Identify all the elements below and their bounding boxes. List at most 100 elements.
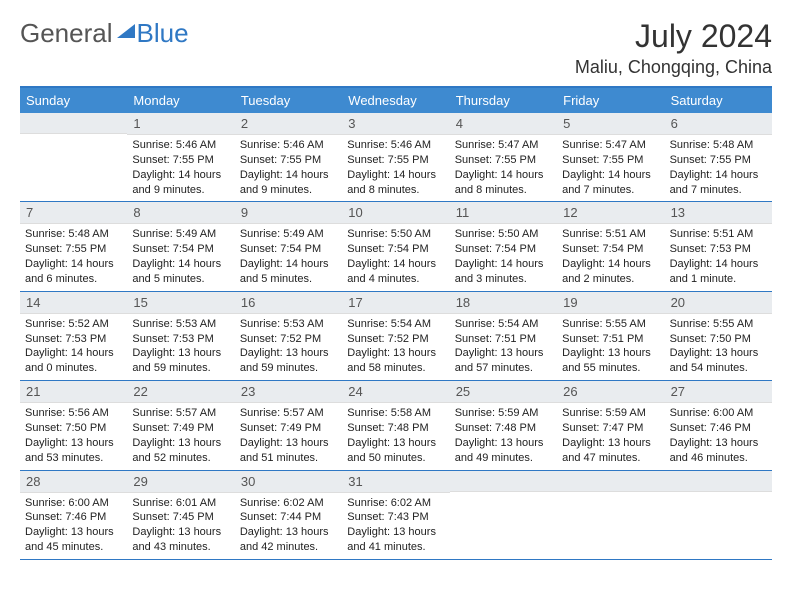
- daylight-text: Daylight: 13 hours and 52 minutes.: [132, 436, 229, 466]
- calendar-day-cell: 12Sunrise: 5:51 AMSunset: 7:54 PMDayligh…: [557, 202, 664, 290]
- sunset-text: Sunset: 7:53 PM: [25, 332, 122, 347]
- daylight-text: Daylight: 13 hours and 42 minutes.: [240, 525, 337, 555]
- sunset-text: Sunset: 7:50 PM: [25, 421, 122, 436]
- day-number: 27: [665, 381, 772, 403]
- calendar-week-row: 7Sunrise: 5:48 AMSunset: 7:55 PMDaylight…: [20, 202, 772, 291]
- day-number: 17: [342, 292, 449, 314]
- daylight-text: Daylight: 13 hours and 45 minutes.: [25, 525, 122, 555]
- sunrise-text: Sunrise: 6:00 AM: [25, 496, 122, 511]
- sunset-text: Sunset: 7:53 PM: [670, 242, 767, 257]
- sunrise-text: Sunrise: 5:50 AM: [347, 227, 444, 242]
- daylight-text: Daylight: 14 hours and 2 minutes.: [562, 257, 659, 287]
- day-number: 28: [20, 471, 127, 493]
- calendar-day-cell: 4Sunrise: 5:47 AMSunset: 7:55 PMDaylight…: [450, 113, 557, 201]
- daylight-text: Daylight: 14 hours and 9 minutes.: [132, 168, 229, 198]
- calendar-day-cell: 30Sunrise: 6:02 AMSunset: 7:44 PMDayligh…: [235, 471, 342, 559]
- page-header: General Blue July 2024 Maliu, Chongqing,…: [20, 18, 772, 78]
- day-number: 18: [450, 292, 557, 314]
- weekday-header: Monday: [127, 88, 234, 113]
- daylight-text: Daylight: 14 hours and 7 minutes.: [670, 168, 767, 198]
- day-number: 4: [450, 113, 557, 135]
- calendar-day-cell: 15Sunrise: 5:53 AMSunset: 7:53 PMDayligh…: [127, 292, 234, 380]
- logo-triangle-icon: [117, 24, 135, 38]
- calendar-day-cell: [20, 113, 127, 201]
- day-info: Sunrise: 5:58 AMSunset: 7:48 PMDaylight:…: [342, 403, 449, 469]
- day-info: Sunrise: 5:49 AMSunset: 7:54 PMDaylight:…: [235, 224, 342, 290]
- sunrise-text: Sunrise: 5:55 AM: [562, 317, 659, 332]
- daylight-text: Daylight: 13 hours and 59 minutes.: [132, 346, 229, 376]
- daylight-text: Daylight: 13 hours and 43 minutes.: [132, 525, 229, 555]
- day-info: Sunrise: 5:53 AMSunset: 7:53 PMDaylight:…: [127, 314, 234, 380]
- calendar-day-cell: [450, 471, 557, 559]
- day-info: Sunrise: 5:59 AMSunset: 7:47 PMDaylight:…: [557, 403, 664, 469]
- sunset-text: Sunset: 7:46 PM: [25, 510, 122, 525]
- day-info: Sunrise: 5:53 AMSunset: 7:52 PMDaylight:…: [235, 314, 342, 380]
- calendar-day-cell: 3Sunrise: 5:46 AMSunset: 7:55 PMDaylight…: [342, 113, 449, 201]
- daylight-text: Daylight: 14 hours and 1 minute.: [670, 257, 767, 287]
- day-info: Sunrise: 6:02 AMSunset: 7:44 PMDaylight:…: [235, 493, 342, 559]
- sunset-text: Sunset: 7:54 PM: [455, 242, 552, 257]
- daylight-text: Daylight: 13 hours and 57 minutes.: [455, 346, 552, 376]
- sunset-text: Sunset: 7:50 PM: [670, 332, 767, 347]
- calendar-day-cell: 14Sunrise: 5:52 AMSunset: 7:53 PMDayligh…: [20, 292, 127, 380]
- calendar-day-cell: [665, 471, 772, 559]
- day-info: Sunrise: 6:01 AMSunset: 7:45 PMDaylight:…: [127, 493, 234, 559]
- day-number: 15: [127, 292, 234, 314]
- daylight-text: Daylight: 13 hours and 50 minutes.: [347, 436, 444, 466]
- sunset-text: Sunset: 7:51 PM: [562, 332, 659, 347]
- calendar-day-cell: 6Sunrise: 5:48 AMSunset: 7:55 PMDaylight…: [665, 113, 772, 201]
- calendar-day-cell: 23Sunrise: 5:57 AMSunset: 7:49 PMDayligh…: [235, 381, 342, 469]
- calendar-day-cell: 10Sunrise: 5:50 AMSunset: 7:54 PMDayligh…: [342, 202, 449, 290]
- day-info: Sunrise: 5:59 AMSunset: 7:48 PMDaylight:…: [450, 403, 557, 469]
- day-number: 7: [20, 202, 127, 224]
- sunrise-text: Sunrise: 5:46 AM: [240, 138, 337, 153]
- day-info: Sunrise: 5:46 AMSunset: 7:55 PMDaylight:…: [342, 135, 449, 201]
- sunrise-text: Sunrise: 6:01 AM: [132, 496, 229, 511]
- sunset-text: Sunset: 7:44 PM: [240, 510, 337, 525]
- daylight-text: Daylight: 14 hours and 3 minutes.: [455, 257, 552, 287]
- daylight-text: Daylight: 13 hours and 41 minutes.: [347, 525, 444, 555]
- calendar-day-cell: 16Sunrise: 5:53 AMSunset: 7:52 PMDayligh…: [235, 292, 342, 380]
- calendar-week-row: 28Sunrise: 6:00 AMSunset: 7:46 PMDayligh…: [20, 471, 772, 560]
- day-number: [450, 471, 557, 492]
- weekday-header: Sunday: [20, 88, 127, 113]
- sunrise-text: Sunrise: 5:50 AM: [455, 227, 552, 242]
- title-block: July 2024 Maliu, Chongqing, China: [575, 18, 772, 78]
- sunrise-text: Sunrise: 5:54 AM: [347, 317, 444, 332]
- sunset-text: Sunset: 7:55 PM: [132, 153, 229, 168]
- day-info: Sunrise: 5:47 AMSunset: 7:55 PMDaylight:…: [557, 135, 664, 201]
- daylight-text: Daylight: 14 hours and 7 minutes.: [562, 168, 659, 198]
- day-info: Sunrise: 5:51 AMSunset: 7:53 PMDaylight:…: [665, 224, 772, 290]
- daylight-text: Daylight: 13 hours and 58 minutes.: [347, 346, 444, 376]
- day-info: Sunrise: 6:00 AMSunset: 7:46 PMDaylight:…: [665, 403, 772, 469]
- day-info: Sunrise: 5:55 AMSunset: 7:50 PMDaylight:…: [665, 314, 772, 380]
- logo-text-2: Blue: [137, 18, 189, 49]
- weekday-header: Thursday: [450, 88, 557, 113]
- sunrise-text: Sunrise: 5:57 AM: [240, 406, 337, 421]
- sunrise-text: Sunrise: 5:53 AM: [240, 317, 337, 332]
- day-info: Sunrise: 5:51 AMSunset: 7:54 PMDaylight:…: [557, 224, 664, 290]
- day-number: 25: [450, 381, 557, 403]
- day-number: 8: [127, 202, 234, 224]
- day-number: 21: [20, 381, 127, 403]
- weekday-header: Friday: [557, 88, 664, 113]
- logo-text-1: General: [20, 18, 113, 49]
- logo: General Blue: [20, 18, 189, 49]
- daylight-text: Daylight: 13 hours and 55 minutes.: [562, 346, 659, 376]
- day-info: Sunrise: 5:50 AMSunset: 7:54 PMDaylight:…: [450, 224, 557, 290]
- day-number: 2: [235, 113, 342, 135]
- sunrise-text: Sunrise: 6:00 AM: [670, 406, 767, 421]
- daylight-text: Daylight: 14 hours and 8 minutes.: [455, 168, 552, 198]
- sunset-text: Sunset: 7:54 PM: [347, 242, 444, 257]
- day-info: Sunrise: 5:52 AMSunset: 7:53 PMDaylight:…: [20, 314, 127, 380]
- calendar-day-cell: 24Sunrise: 5:58 AMSunset: 7:48 PMDayligh…: [342, 381, 449, 469]
- day-info: Sunrise: 5:46 AMSunset: 7:55 PMDaylight:…: [127, 135, 234, 201]
- calendar-day-cell: 26Sunrise: 5:59 AMSunset: 7:47 PMDayligh…: [557, 381, 664, 469]
- calendar-day-cell: 31Sunrise: 6:02 AMSunset: 7:43 PMDayligh…: [342, 471, 449, 559]
- daylight-text: Daylight: 13 hours and 47 minutes.: [562, 436, 659, 466]
- sunset-text: Sunset: 7:49 PM: [132, 421, 229, 436]
- day-number: [557, 471, 664, 492]
- daylight-text: Daylight: 13 hours and 59 minutes.: [240, 346, 337, 376]
- day-info: Sunrise: 5:47 AMSunset: 7:55 PMDaylight:…: [450, 135, 557, 201]
- sunrise-text: Sunrise: 5:54 AM: [455, 317, 552, 332]
